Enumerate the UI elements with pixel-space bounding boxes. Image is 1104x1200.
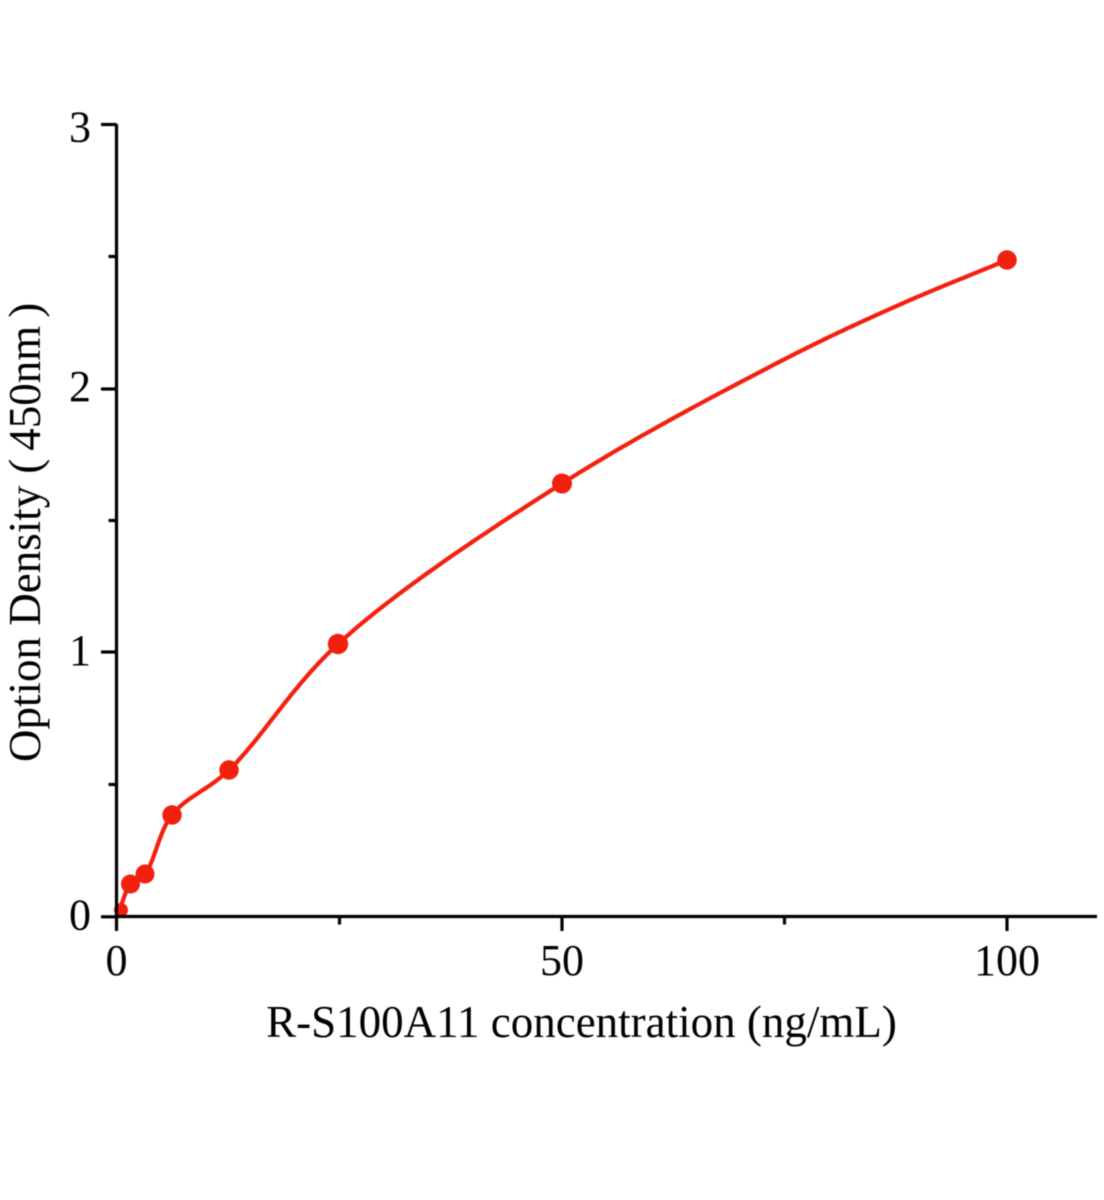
svg-text:50: 50 <box>540 936 584 985</box>
svg-text:3: 3 <box>69 103 91 152</box>
svg-text:R-S100A11 concentration (ng/mL: R-S100A11 concentration (ng/mL) <box>266 997 897 1047</box>
svg-text:2: 2 <box>69 362 91 411</box>
svg-text:1: 1 <box>69 626 91 675</box>
svg-text:0: 0 <box>69 891 91 940</box>
svg-text:Option Density(450nm): Option Density(450nm) <box>0 303 50 762</box>
svg-text:0: 0 <box>106 936 128 985</box>
svg-text:100: 100 <box>974 936 1040 985</box>
